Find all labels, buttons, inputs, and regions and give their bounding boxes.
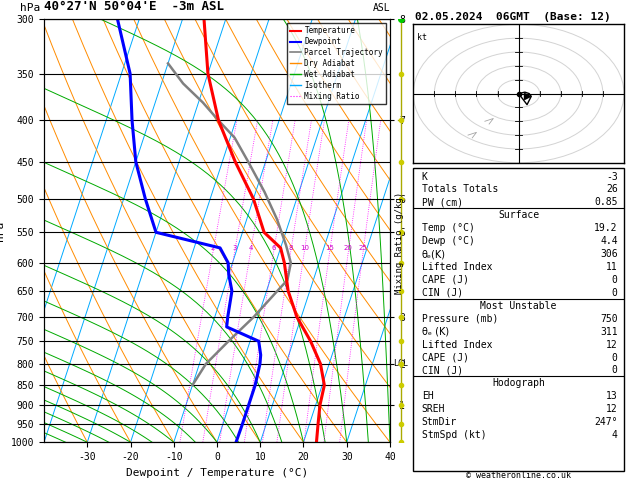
Text: 247°: 247° [594,417,618,427]
X-axis label: Dewpoint / Temperature (°C): Dewpoint / Temperature (°C) [126,468,308,478]
Text: 19.2: 19.2 [594,223,618,233]
Text: θₑ(K): θₑ(K) [421,249,446,259]
Text: 12: 12 [606,340,618,349]
Text: Surface: Surface [498,210,539,220]
Text: CIN (J): CIN (J) [421,288,463,298]
Text: StmSpd (kt): StmSpd (kt) [421,430,486,440]
Text: 8: 8 [289,245,293,251]
Text: Totals Totals: Totals Totals [421,185,498,194]
Text: Pressure (mb): Pressure (mb) [421,314,498,324]
Text: 4.4: 4.4 [600,236,618,246]
Text: 0: 0 [612,365,618,375]
Text: LCL: LCL [394,359,408,368]
Text: 11: 11 [606,262,618,272]
Text: 6: 6 [272,245,276,251]
Y-axis label: hPa: hPa [0,221,5,241]
Text: Lifted Index: Lifted Index [421,340,492,349]
Text: Most Unstable: Most Unstable [481,301,557,311]
Text: 0: 0 [612,288,618,298]
Text: 40°27'N 50°04'E  -3m ASL: 40°27'N 50°04'E -3m ASL [44,0,224,13]
Text: CAPE (J): CAPE (J) [421,352,469,363]
Text: SREH: SREH [421,404,445,414]
Text: 306: 306 [600,249,618,259]
Text: 12: 12 [606,404,618,414]
Text: K: K [421,172,428,182]
Text: -3: -3 [606,172,618,182]
Text: 3: 3 [233,245,237,251]
Text: kt: kt [418,33,428,42]
Text: 26: 26 [606,185,618,194]
Text: 2: 2 [211,245,215,251]
Text: 13: 13 [606,391,618,401]
Text: 750: 750 [600,314,618,324]
Text: StmDir: StmDir [421,417,457,427]
Text: 02.05.2024  06GMT  (Base: 12): 02.05.2024 06GMT (Base: 12) [415,12,611,22]
Text: Dewp (°C): Dewp (°C) [421,236,474,246]
Text: 4: 4 [612,430,618,440]
Text: 0: 0 [612,352,618,363]
Text: Temp (°C): Temp (°C) [421,223,474,233]
Text: km
ASL: km ASL [372,0,390,13]
Text: 15: 15 [325,245,334,251]
Text: EH: EH [421,391,433,401]
Text: 10: 10 [300,245,309,251]
Text: 25: 25 [359,245,367,251]
Text: CIN (J): CIN (J) [421,365,463,375]
Text: Mixing Ratio (g/kg): Mixing Ratio (g/kg) [395,192,404,294]
Text: CAPE (J): CAPE (J) [421,275,469,285]
Text: 20: 20 [344,245,353,251]
Legend: Temperature, Dewpoint, Parcel Trajectory, Dry Adiabat, Wet Adiabat, Isotherm, Mi: Temperature, Dewpoint, Parcel Trajectory… [287,23,386,104]
Text: hPa: hPa [19,3,40,13]
Text: 4: 4 [248,245,253,251]
Text: Lifted Index: Lifted Index [421,262,492,272]
Text: 0.85: 0.85 [594,197,618,208]
Text: θₑ (K): θₑ (K) [421,327,449,337]
Text: 0: 0 [612,275,618,285]
Text: Hodograph: Hodograph [492,379,545,388]
Text: © weatheronline.co.uk: © weatheronline.co.uk [467,471,571,480]
Text: PW (cm): PW (cm) [421,197,463,208]
Text: 311: 311 [600,327,618,337]
